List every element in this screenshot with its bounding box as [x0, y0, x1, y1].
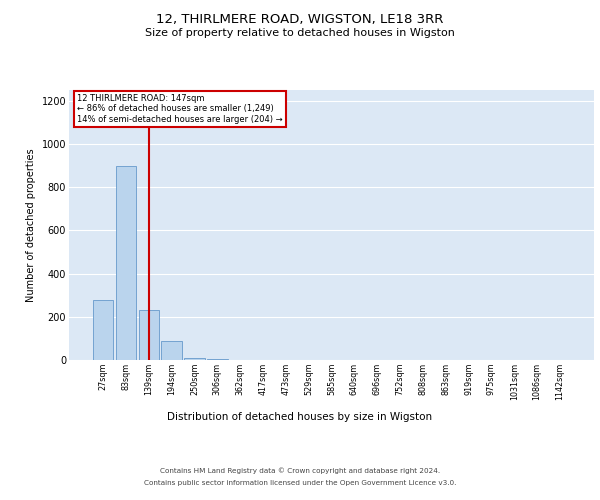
Text: 12, THIRLMERE ROAD, WIGSTON, LE18 3RR: 12, THIRLMERE ROAD, WIGSTON, LE18 3RR: [157, 12, 443, 26]
Text: Contains HM Land Registry data © Crown copyright and database right 2024.: Contains HM Land Registry data © Crown c…: [160, 468, 440, 474]
Bar: [161, 340, 182, 360]
Text: Contains public sector information licensed under the Open Government Licence v3: Contains public sector information licen…: [144, 480, 456, 486]
Text: 12 THIRLMERE ROAD: 147sqm
← 86% of detached houses are smaller (1,249)
14% of se: 12 THIRLMERE ROAD: 147sqm ← 86% of detac…: [77, 94, 283, 124]
Bar: [207, 359, 227, 360]
Text: Size of property relative to detached houses in Wigston: Size of property relative to detached ho…: [145, 28, 455, 38]
Y-axis label: Number of detached properties: Number of detached properties: [26, 148, 36, 302]
Bar: [184, 358, 205, 360]
Bar: [93, 300, 113, 360]
Text: Distribution of detached houses by size in Wigston: Distribution of detached houses by size …: [167, 412, 433, 422]
Bar: [116, 166, 136, 360]
Bar: [139, 310, 159, 360]
